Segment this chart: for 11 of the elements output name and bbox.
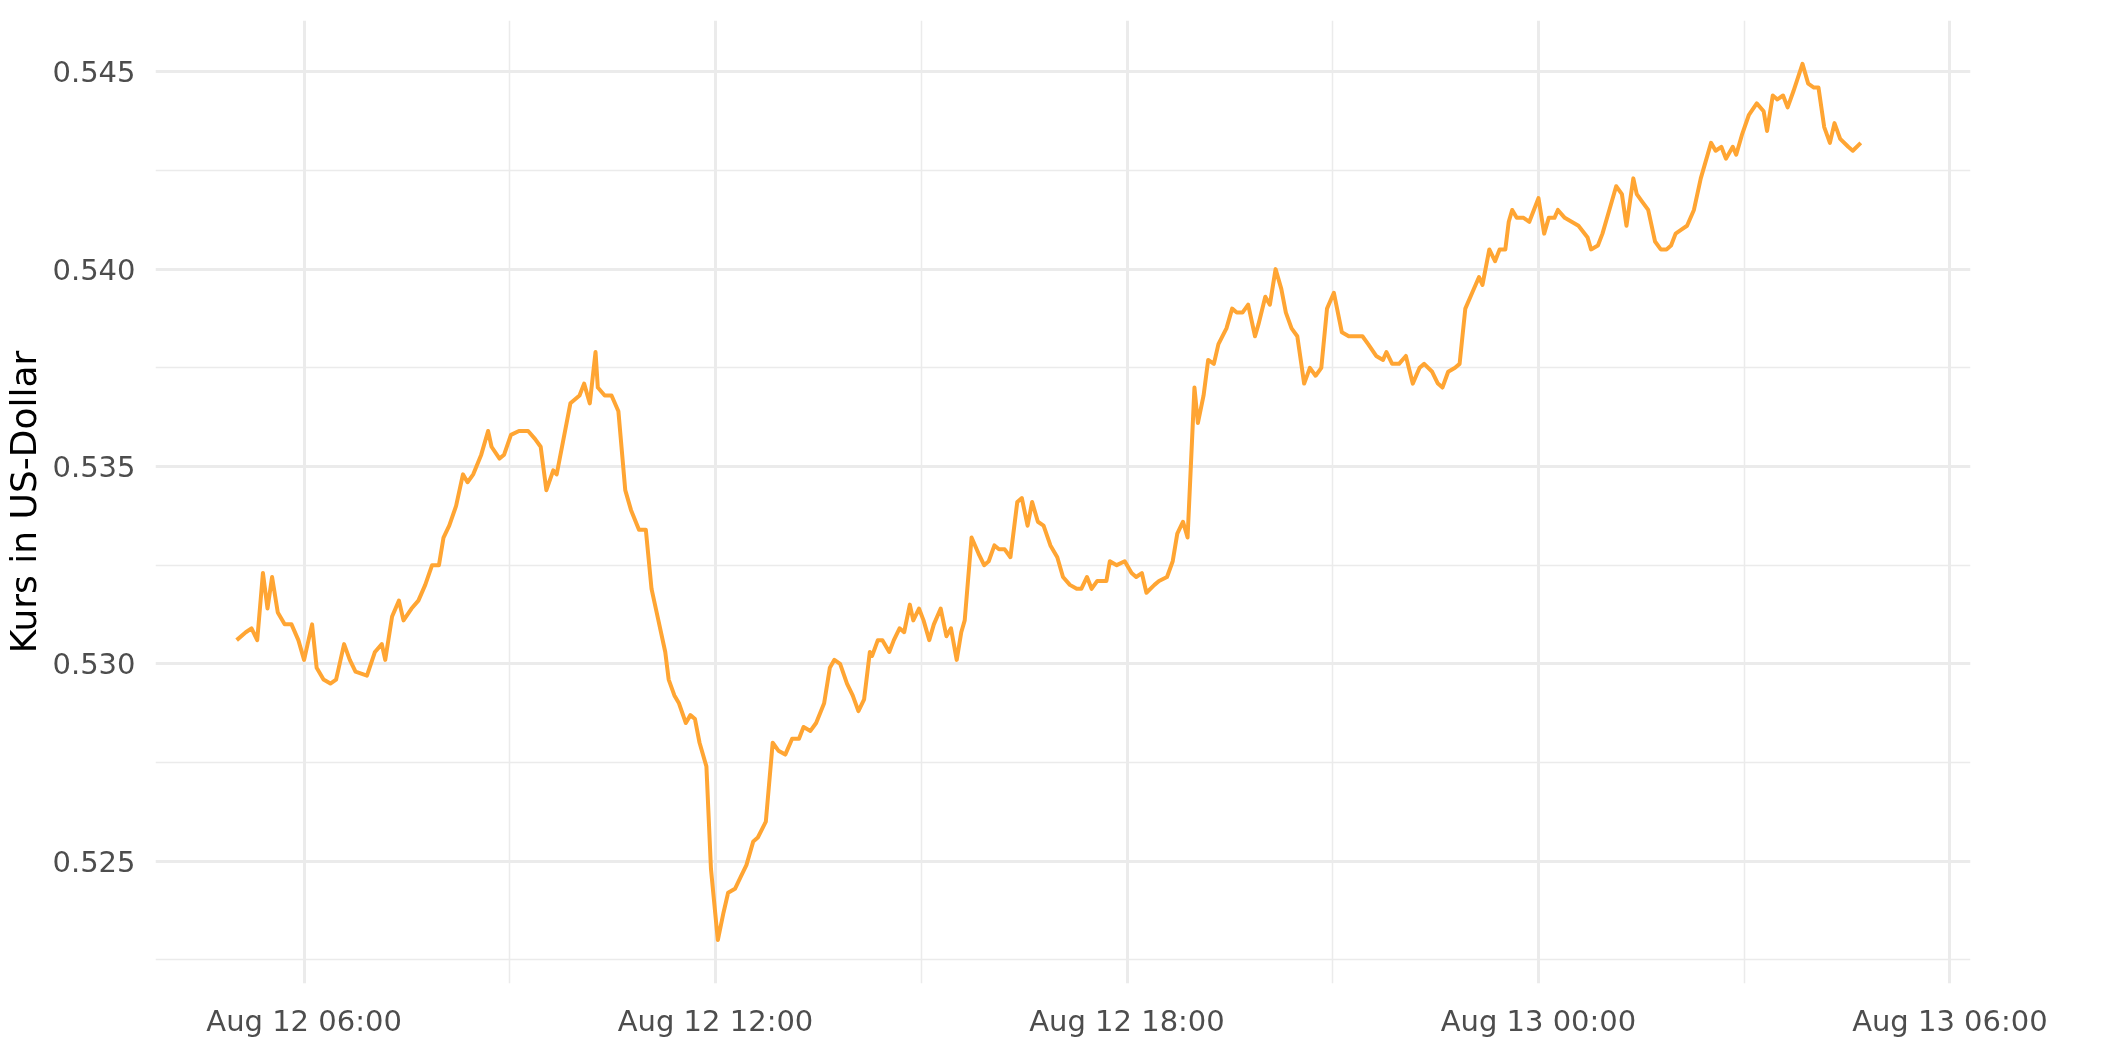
y-tick-label: 0.530 (52, 647, 136, 682)
x-tick-label: Aug 12 18:00 (1029, 1003, 1225, 1038)
x-tick-label: Aug 12 06:00 (206, 1003, 402, 1038)
y-axis-title: Kurs in US-Dollar (3, 350, 45, 654)
y-tick-label: 0.545 (52, 55, 136, 90)
x-tick-label: Aug 13 06:00 (1852, 1003, 2048, 1038)
y-tick-label: 0.540 (52, 252, 136, 287)
y-tick-label: 0.535 (52, 449, 136, 484)
y-tick-label: 0.525 (52, 844, 136, 879)
x-tick-label: Aug 13 00:00 (1440, 1003, 1637, 1038)
x-tick-label: Aug 12 12:00 (617, 1003, 814, 1038)
